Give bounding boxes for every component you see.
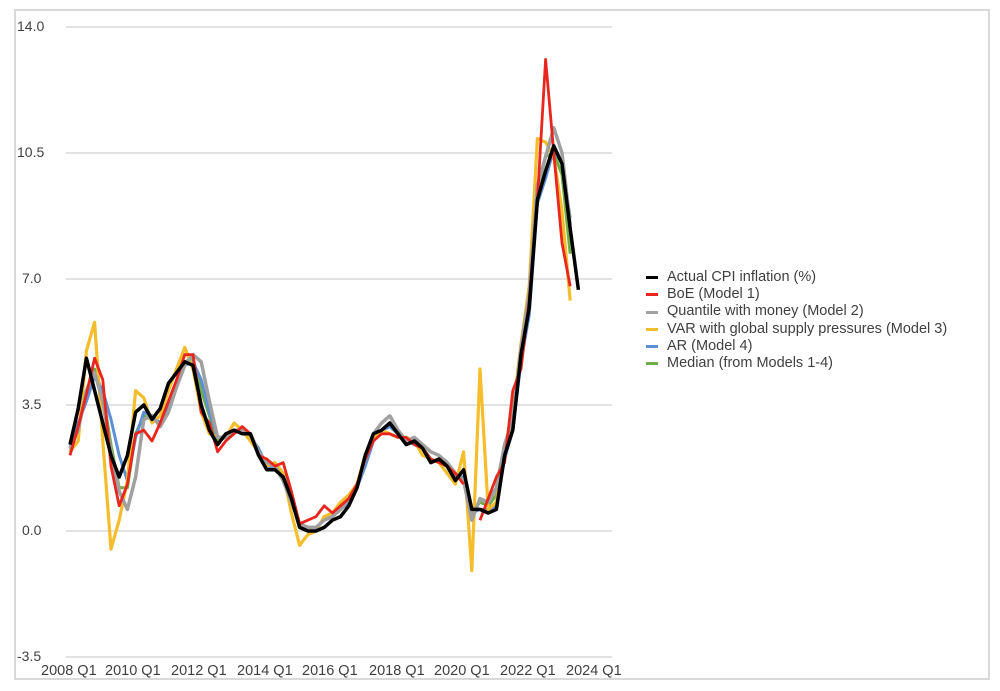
legend-label: AR (Model 4): [667, 337, 753, 354]
y-tick-label: 3.5: [22, 396, 42, 412]
x-tick-label: 2020 Q1: [434, 663, 490, 679]
legend-item-boe-model-1: BoE (Model 1): [646, 286, 947, 303]
legend-swatch-yellow: [646, 327, 658, 331]
x-tick-label: 2014 Q1: [237, 663, 293, 679]
chart-legend: Actual CPI inflation (%) BoE (Model 1) Q…: [646, 269, 947, 372]
legend-swatch-green: [646, 362, 658, 366]
series-line: [478, 58, 572, 521]
series-line: [68, 144, 581, 533]
legend-label: Quantile with money (Model 2): [667, 303, 864, 320]
y-tick-label: 14.0: [17, 18, 45, 34]
legend-label: Median (from Models 1-4): [667, 355, 833, 372]
legend-swatch-gray: [646, 310, 658, 314]
legend-label: BoE (Model 1): [667, 286, 760, 303]
legend-item-var-model-3: VAR with global supply pressures (Model …: [646, 321, 947, 338]
legend-label: VAR with global supply pressures (Model …: [667, 320, 948, 337]
legend-swatch-red: [646, 293, 658, 297]
series-line: [68, 353, 465, 526]
legend-item-ar-model-4: AR (Model 4): [646, 338, 947, 355]
legend-swatch-black: [646, 276, 658, 280]
x-tick-label: 2018 Q1: [369, 663, 425, 679]
series-lines: [68, 58, 581, 573]
legend-swatch-blue: [646, 344, 658, 348]
legend-label: Actual CPI inflation (%): [667, 269, 817, 285]
y-tick-label: -3.5: [17, 648, 42, 664]
x-tick-label: 2008 Q1: [41, 663, 97, 679]
y-tick-label: 7.0: [22, 270, 42, 286]
series-line: [68, 147, 572, 529]
y-tick-label: 0.0: [22, 522, 42, 538]
series-line: [68, 126, 572, 530]
legend-item-median: Median (from Models 1-4): [646, 355, 947, 372]
x-tick-label: 2012 Q1: [171, 663, 227, 679]
y-tick-label: 10.5: [17, 144, 45, 160]
chart-frame: [14, 9, 990, 680]
x-tick-label: 2024 Q1: [566, 663, 622, 679]
x-tick-label: 2010 Q1: [105, 663, 161, 679]
legend-item-quantile-model-2: Quantile with money (Model 2): [646, 303, 947, 320]
legend-item-actual-cpi: Actual CPI inflation (%): [646, 269, 947, 286]
series-line: [68, 151, 572, 529]
x-tick-label: 2016 Q1: [302, 663, 358, 679]
gridlines: [66, 26, 612, 658]
x-tick-label: 2022 Q1: [500, 663, 556, 679]
